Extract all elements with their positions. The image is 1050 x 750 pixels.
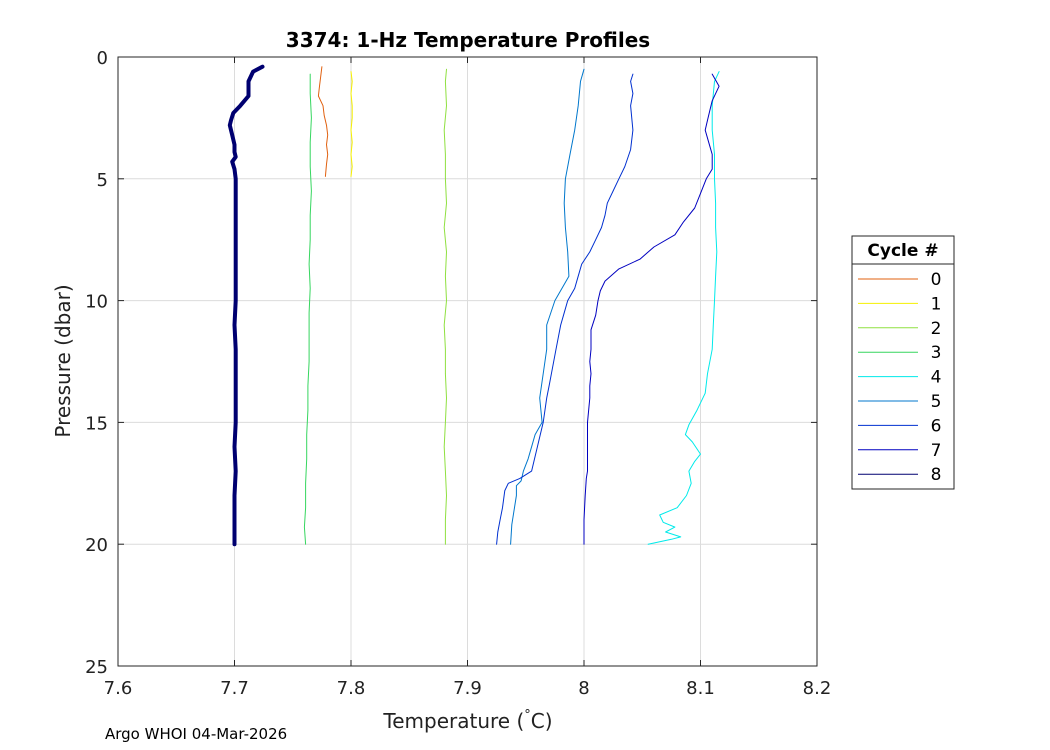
y-tick-label: 5 — [97, 170, 108, 191]
legend-label-cycle-7: 7 — [931, 441, 942, 461]
series-line-cycle-0 — [317, 66, 329, 177]
y-tick-label: 25 — [85, 657, 108, 678]
legend-label-cycle-0: 0 — [931, 270, 942, 290]
legend-label-cycle-4: 4 — [931, 368, 942, 388]
axis-ticks: 7.6 7.7 7.8 7.9 8 8.1 8.2 0 5 10 15 20 25 — [85, 48, 831, 699]
x-axis-label-unit: C) — [531, 709, 553, 733]
x-tick-label: 8 — [578, 678, 589, 699]
series-line-cycle-8 — [227, 64, 265, 547]
series-line-cycle-1 — [350, 71, 353, 177]
legend-label-cycle-1: 1 — [931, 294, 942, 314]
series-line-cycle-4 — [647, 71, 720, 545]
footer-credit: Argo WHOI 04-Mar-2026 — [105, 725, 288, 743]
x-tick-label: 7.9 — [453, 678, 482, 699]
y-tick-label: 10 — [85, 292, 108, 313]
series-lines — [227, 64, 720, 547]
x-tick-label: 8.2 — [803, 678, 832, 699]
legend-label-cycle-8: 8 — [931, 465, 942, 485]
legend-label-cycle-2: 2 — [931, 319, 942, 339]
x-tick-label: 7.7 — [220, 678, 249, 699]
chart-title: 3374: 1-Hz Temperature Profiles — [286, 28, 650, 52]
x-axis-label: Temperature (°C) — [382, 708, 552, 733]
legend-box — [851, 235, 955, 490]
legend-label-cycle-3: 3 — [931, 343, 942, 363]
y-tick-label: 20 — [85, 535, 108, 556]
series-line-cycle-6 — [496, 73, 634, 545]
series-line-cycle-3 — [303, 73, 312, 545]
y-tick-label: 15 — [85, 413, 108, 434]
series-line-cycle-5 — [510, 68, 585, 545]
legend-label-cycle-6: 6 — [931, 416, 942, 436]
series-line-cycle-7 — [583, 73, 720, 545]
x-tick-label: 7.6 — [104, 678, 133, 699]
legend: Cycle # 0 1 2 3 4 5 6 7 8 — [851, 235, 955, 490]
series-line-cycle-2 — [443, 68, 447, 545]
x-tick-label: 8.1 — [686, 678, 715, 699]
x-axis-label-main: Temperature ( — [382, 709, 524, 733]
legend-entries: 0 1 2 3 4 5 6 7 8 — [858, 270, 941, 485]
x-tick-label: 7.8 — [337, 678, 366, 699]
legend-label-cycle-5: 5 — [931, 392, 942, 412]
legend-title: Cycle # — [867, 241, 938, 261]
y-axis-label: Pressure (dbar) — [51, 284, 75, 437]
x-axis-label-degree: ° — [524, 708, 531, 723]
y-tick-label: 0 — [97, 48, 108, 69]
